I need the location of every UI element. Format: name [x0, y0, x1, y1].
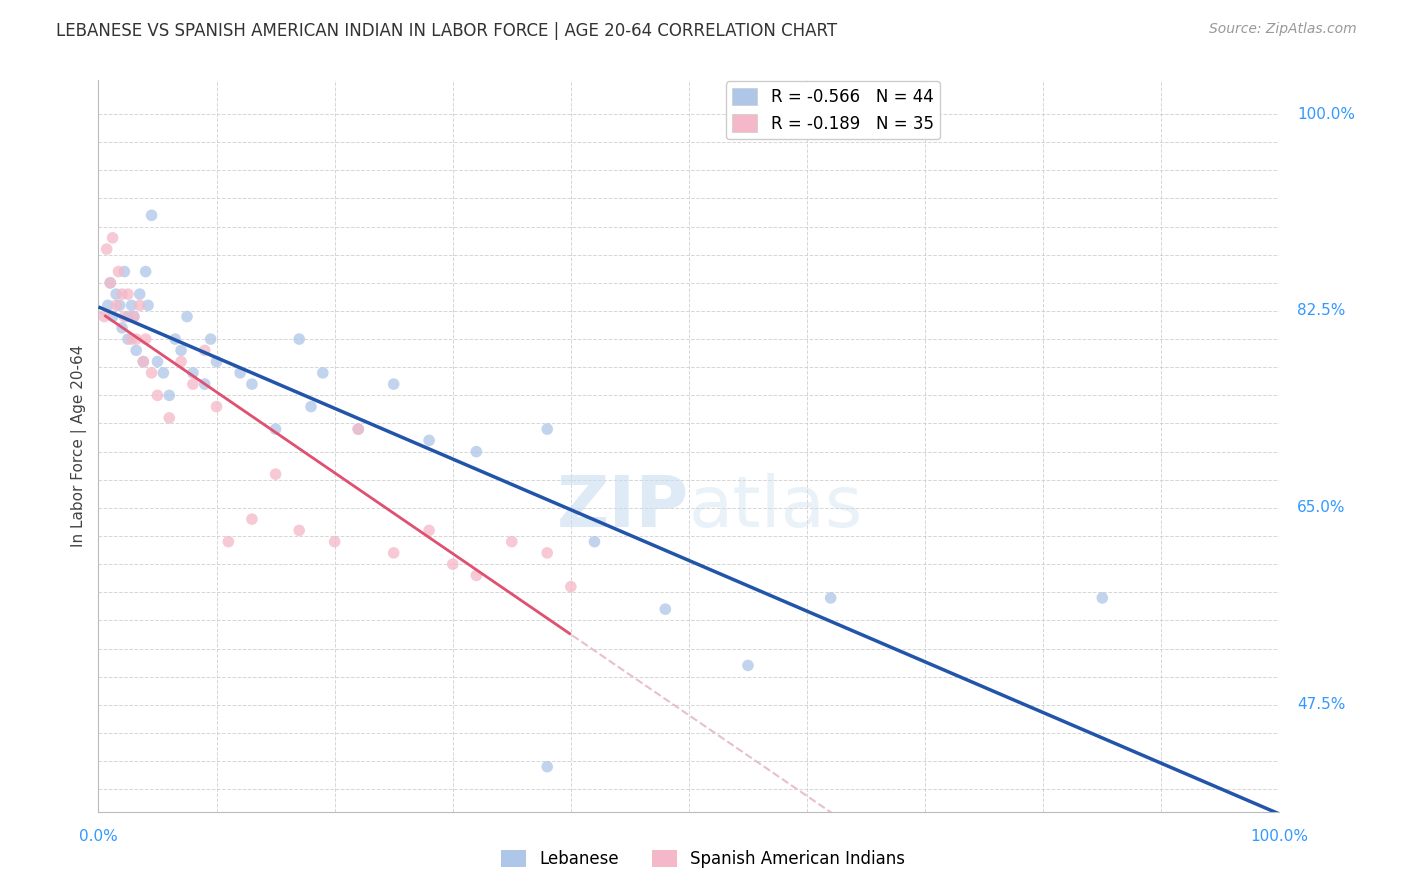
Point — [347, 422, 370, 436]
Text: LEBANESE VS SPANISH AMERICAN INDIAN IN LABOR FORCE | AGE 20-64 CORRELATION CHART: LEBANESE VS SPANISH AMERICAN INDIAN IN L… — [56, 22, 838, 40]
Point — [157, 388, 180, 402]
Point — [465, 444, 488, 458]
Point — [135, 264, 157, 278]
Point — [536, 422, 558, 436]
Point — [536, 760, 558, 774]
Point — [264, 422, 287, 436]
Point — [105, 298, 128, 312]
Text: 0.0%: 0.0% — [79, 829, 118, 844]
Point — [441, 557, 464, 571]
Point — [194, 377, 217, 392]
Point — [125, 343, 148, 358]
Point — [141, 366, 163, 380]
Point — [121, 332, 143, 346]
Point — [105, 287, 128, 301]
Point — [128, 298, 150, 312]
Point — [240, 512, 263, 526]
Point — [1091, 591, 1114, 605]
Point — [117, 332, 139, 346]
Point — [152, 366, 174, 380]
Point — [583, 534, 606, 549]
Text: ZIP: ZIP — [557, 474, 689, 542]
Point — [176, 310, 198, 324]
Point — [820, 591, 842, 605]
Point — [170, 354, 193, 368]
Point — [146, 354, 169, 368]
Point — [112, 264, 135, 278]
Point — [128, 287, 150, 301]
Point — [165, 332, 187, 346]
Point — [240, 377, 263, 392]
Point — [205, 400, 228, 414]
Point — [97, 298, 120, 312]
Point — [122, 310, 145, 324]
Point — [98, 276, 121, 290]
Point — [217, 534, 239, 549]
Point — [111, 287, 134, 301]
Legend: Lebanese, Spanish American Indians: Lebanese, Spanish American Indians — [494, 843, 912, 875]
Text: atlas: atlas — [689, 474, 863, 542]
Point — [737, 658, 759, 673]
Point — [117, 310, 139, 324]
Point — [299, 400, 322, 414]
Point — [501, 534, 523, 549]
Point — [312, 366, 335, 380]
Point — [418, 524, 440, 538]
Point — [135, 332, 157, 346]
Point — [121, 298, 143, 312]
Point — [96, 242, 118, 256]
Text: Source: ZipAtlas.com: Source: ZipAtlas.com — [1209, 22, 1357, 37]
Point — [141, 208, 163, 222]
Point — [101, 231, 124, 245]
Text: 100.0%: 100.0% — [1298, 106, 1355, 121]
Point — [382, 377, 405, 392]
Point — [136, 298, 159, 312]
Point — [157, 410, 180, 425]
Point — [111, 321, 134, 335]
Text: 100.0%: 100.0% — [1250, 829, 1309, 844]
Legend: R = -0.566   N = 44, R = -0.189   N = 35: R = -0.566 N = 44, R = -0.189 N = 35 — [725, 81, 941, 139]
Point — [101, 310, 124, 324]
Text: 65.0%: 65.0% — [1298, 500, 1346, 516]
Point — [465, 568, 488, 582]
Point — [654, 602, 676, 616]
Point — [288, 332, 311, 346]
Point — [117, 287, 139, 301]
Y-axis label: In Labor Force | Age 20-64: In Labor Force | Age 20-64 — [72, 345, 87, 547]
Text: 82.5%: 82.5% — [1298, 303, 1346, 318]
Point — [560, 580, 582, 594]
Point — [200, 332, 222, 346]
Point — [132, 354, 155, 368]
Point — [347, 422, 370, 436]
Point — [93, 310, 115, 324]
Point — [146, 388, 169, 402]
Point — [170, 343, 193, 358]
Point — [536, 546, 558, 560]
Point — [205, 354, 228, 368]
Point — [194, 343, 217, 358]
Point — [181, 377, 204, 392]
Point — [382, 546, 405, 560]
Point — [112, 310, 135, 324]
Point — [323, 534, 346, 549]
Point — [122, 310, 145, 324]
Text: 47.5%: 47.5% — [1298, 698, 1346, 713]
Point — [132, 354, 155, 368]
Point — [125, 332, 148, 346]
Point — [108, 298, 131, 312]
Point — [229, 366, 252, 380]
Point — [288, 524, 311, 538]
Point — [264, 467, 287, 482]
Point — [418, 434, 440, 448]
Point — [181, 366, 204, 380]
Point — [107, 264, 129, 278]
Point — [98, 276, 121, 290]
